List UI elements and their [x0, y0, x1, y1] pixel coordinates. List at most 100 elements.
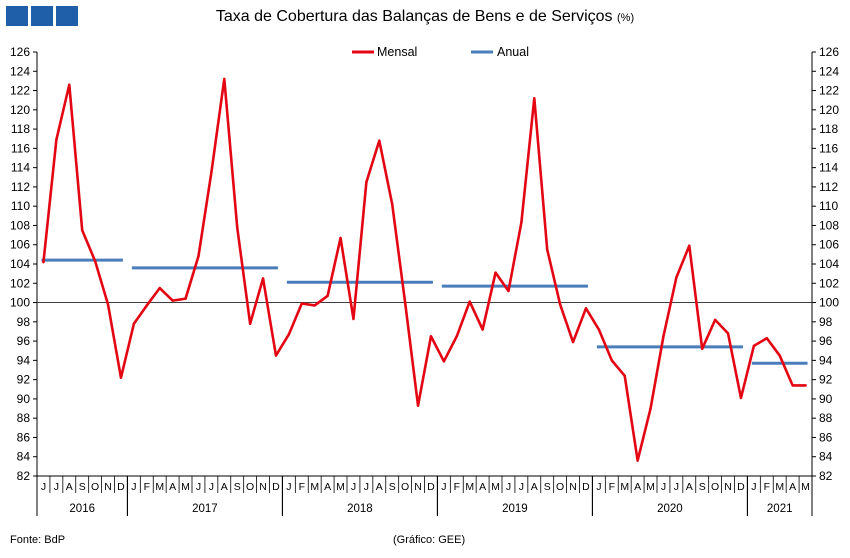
monthly-point: [765, 337, 768, 340]
y-tick-label-left: 106: [10, 238, 30, 252]
month-label: S: [389, 481, 396, 493]
month-label: A: [531, 481, 538, 493]
y-tick-label-right: 96: [819, 334, 833, 348]
month-label: N: [414, 481, 422, 493]
chart-title-unit: (%): [617, 12, 635, 24]
month-label: J: [674, 481, 679, 493]
year-label: 2020: [657, 503, 683, 515]
y-tick-label-left: 98: [17, 315, 31, 329]
monthly-point: [313, 304, 316, 307]
monthly-point: [106, 303, 110, 306]
monthly-point: [701, 347, 704, 350]
monthly-point: [403, 301, 407, 304]
month-label: J: [196, 481, 201, 493]
monthly-point: [145, 304, 148, 307]
month-label: N: [259, 481, 267, 493]
month-label: J: [364, 481, 369, 493]
month-label: O: [556, 481, 564, 493]
y-tick-label-right: 114: [819, 161, 838, 175]
chart-title-text: Taxa de Cobertura das Balanças de Bens e…: [215, 8, 613, 25]
y-tick-label-left: 90: [17, 392, 31, 406]
monthly-point: [171, 299, 174, 302]
month-label: A: [169, 481, 176, 493]
month-label: F: [609, 481, 615, 493]
y-tick-label-left: 118: [11, 122, 30, 136]
monthly-point: [533, 97, 536, 100]
month-label: A: [479, 481, 486, 493]
month-label: M: [155, 481, 164, 493]
month-label: D: [582, 481, 590, 493]
month-label: D: [737, 481, 745, 493]
monthly-point: [223, 77, 226, 81]
monthly-point: [197, 255, 200, 258]
monthly-point: [546, 248, 549, 251]
y-tick-label-left: 94: [17, 353, 31, 367]
monthly-point: [93, 259, 97, 263]
y-tick-label-right: 124: [819, 64, 839, 78]
month-label: O: [711, 481, 719, 493]
y-tick-label-right: 102: [819, 276, 839, 290]
month-label: J: [751, 481, 756, 493]
month-label: M: [181, 481, 190, 493]
monthly-point: [391, 203, 394, 206]
y-tick-label-right: 90: [819, 392, 833, 406]
monthly-point: [739, 396, 743, 400]
monthly-point: [339, 236, 342, 240]
credit-note: (Gráfico: GEE): [393, 534, 466, 546]
monthly-point: [42, 260, 45, 264]
y-tick-label-right: 118: [819, 122, 838, 136]
y-tick-label-right: 104: [819, 257, 839, 271]
monthly-point: [597, 328, 601, 331]
chart-title: Taxa de Cobertura das Balanças de Bens e…: [0, 8, 850, 26]
month-label: O: [91, 481, 99, 493]
month-label: A: [376, 481, 383, 493]
y-tick-label-left: 84: [17, 450, 31, 464]
month-label: F: [454, 481, 460, 493]
y-tick-label-right: 108: [819, 218, 839, 232]
year-label: 2019: [502, 503, 528, 515]
year-label: 2021: [767, 503, 793, 515]
monthly-point: [662, 335, 665, 338]
month-label: M: [336, 481, 345, 493]
monthly-point: [352, 317, 355, 321]
monthly-point: [610, 359, 613, 362]
month-label: S: [234, 481, 241, 493]
y-tick-label-right: 92: [819, 373, 833, 387]
month-label: J: [351, 481, 356, 493]
month-label: A: [634, 481, 641, 493]
monthly-point: [119, 376, 123, 379]
monthly-point: [636, 459, 639, 462]
y-tick-label-right: 100: [819, 296, 839, 310]
y-tick-label-left: 126: [10, 45, 30, 59]
month-label: J: [209, 481, 214, 493]
month-label: M: [646, 481, 655, 493]
y-tick-label-right: 88: [819, 411, 833, 425]
month-label: O: [401, 481, 409, 493]
y-tick-label-right: 94: [819, 353, 833, 367]
month-label: A: [686, 481, 693, 493]
monthly-point: [688, 244, 691, 247]
month-label: D: [427, 481, 435, 493]
y-tick-label-right: 110: [819, 199, 838, 213]
monthly-point: [378, 139, 381, 142]
monthly-point: [326, 294, 329, 297]
month-label: N: [569, 481, 577, 493]
monthly-point: [365, 180, 368, 184]
monthly-point: [274, 354, 278, 357]
monthly-point: [287, 333, 291, 336]
logo-square: [31, 6, 53, 26]
logo-square: [56, 6, 78, 26]
y-tick-label-left: 110: [11, 199, 30, 213]
year-label: 2017: [192, 503, 218, 515]
monthly-point: [791, 384, 794, 387]
y-tick-label-left: 108: [10, 218, 30, 232]
month-label: M: [465, 481, 474, 493]
monthly-point: [713, 318, 717, 322]
month-label: F: [144, 481, 150, 493]
monthly-point: [416, 404, 420, 407]
monthly-point: [132, 322, 136, 325]
month-label: D: [272, 481, 280, 493]
month-label: J: [441, 481, 446, 493]
monthly-point: [571, 340, 575, 344]
